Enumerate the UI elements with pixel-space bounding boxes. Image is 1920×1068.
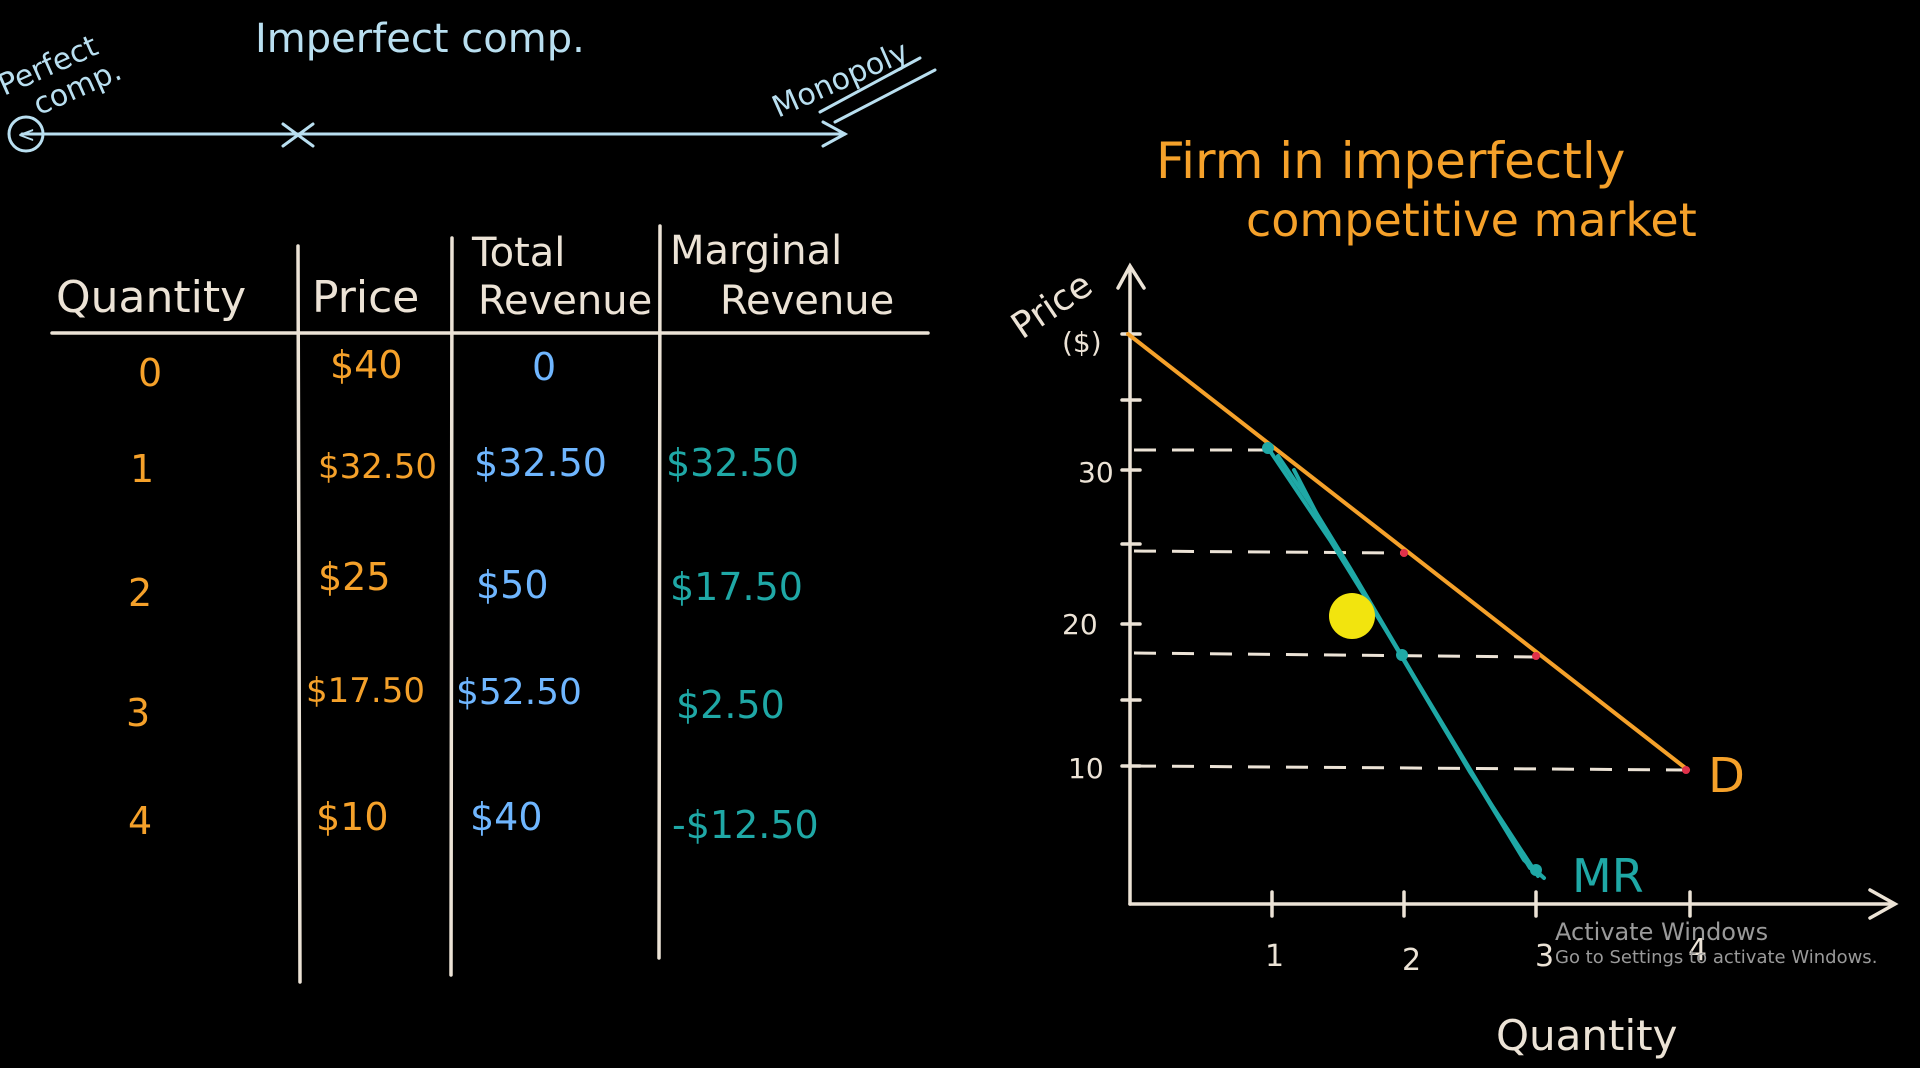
header-quantity: Quantity — [56, 272, 246, 323]
revenue-table-grid — [50, 224, 930, 984]
cell-price: $40 — [330, 343, 403, 387]
cell-quantity: 0 — [138, 351, 162, 395]
cell-marginal-revenue: $32.50 — [666, 441, 799, 485]
cell-marginal-revenue: -$12.50 — [672, 803, 819, 847]
spectrum-arrowhead — [821, 120, 849, 148]
table-row: 3 $17.50 $52.50 $2.50 — [126, 671, 785, 735]
cell-total-revenue: $40 — [470, 795, 543, 839]
mr-points — [1262, 442, 1542, 876]
demand-point-3 — [1532, 652, 1540, 660]
header-marginal-revenue-line1: Marginal — [670, 228, 842, 274]
cell-quantity: 1 — [130, 447, 154, 491]
x-tick-label-3: 3 — [1535, 939, 1554, 974]
spectrum-left-circle — [7, 115, 45, 153]
cell-quantity: 2 — [128, 571, 152, 615]
table-divider-quantity-price — [296, 244, 302, 984]
cell-marginal-revenue: $17.50 — [670, 565, 803, 609]
demand-curve — [1126, 332, 1690, 772]
cell-price: $32.50 — [318, 447, 437, 487]
header-total-revenue-line1: Total — [471, 230, 565, 276]
mr-point-1 — [1262, 442, 1274, 454]
cell-price: $10 — [316, 795, 389, 839]
guide-price-25 — [1133, 549, 1405, 555]
header-price: Price — [312, 272, 419, 323]
table-divider-price-tr — [449, 236, 454, 977]
y-tick-label-30: 30 — [1078, 456, 1114, 489]
demand-point-4 — [1682, 766, 1690, 774]
graph-title-line2: competitive market — [1246, 193, 1697, 247]
table-row: 2 $25 $50 $17.50 — [128, 555, 803, 615]
cell-price: $25 — [318, 555, 391, 599]
guide-price-10 — [1133, 764, 1687, 772]
mr-line-overstroke — [1292, 468, 1546, 880]
table-row: 1 $32.50 $32.50 $32.50 — [130, 441, 799, 491]
y-tick-label-10: 10 — [1068, 752, 1104, 785]
table-divider-tr-mr — [657, 224, 662, 960]
cell-total-revenue: 0 — [532, 345, 556, 389]
header-marginal-revenue-line2: Revenue — [720, 278, 894, 324]
monopoly-label: Monopoly — [767, 34, 914, 125]
table-row: 4 $10 $40 -$12.50 — [128, 795, 819, 847]
x-axis-label: Quantity — [1496, 1011, 1678, 1060]
cell-total-revenue: $52.50 — [456, 672, 582, 713]
marginal-revenue-curve — [1266, 446, 1546, 880]
x-axis-arrowhead — [1868, 888, 1899, 920]
cell-quantity: 3 — [126, 691, 150, 735]
imperfect-comp-label: Imperfect comp. — [255, 16, 585, 62]
pen-cursor-highlight — [1329, 593, 1375, 639]
demand-points — [1400, 549, 1690, 774]
x-tick-label-4: 4 — [1688, 933, 1707, 968]
table-row: 0 $40 0 — [138, 343, 556, 395]
x-tick-label-1: 1 — [1265, 939, 1284, 974]
dashed-guides — [1133, 448, 1687, 772]
mr-label: MR — [1572, 849, 1644, 903]
monopoly-underline — [818, 56, 922, 114]
y-axis-arrowhead — [1116, 262, 1146, 290]
guide-price-17 — [1133, 651, 1537, 659]
demand-point-2 — [1400, 549, 1408, 557]
competition-spectrum — [7, 56, 937, 153]
header-total-revenue-line2: Revenue — [478, 278, 652, 324]
graph-axes — [1116, 262, 1899, 920]
cell-marginal-revenue: $2.50 — [676, 683, 785, 727]
y-axis-label-line2: ($) — [1062, 326, 1102, 359]
spectrum-left-marker: < — [17, 123, 35, 148]
mr-point-2 — [1396, 649, 1408, 661]
cell-total-revenue: $32.50 — [474, 441, 607, 485]
mr-point-3 — [1530, 864, 1542, 876]
x-tick-label-2: 2 — [1402, 943, 1421, 978]
cell-quantity: 4 — [128, 799, 152, 843]
demand-label: D — [1708, 748, 1745, 804]
graph-title-line1: Firm in imperfectly — [1156, 132, 1625, 190]
y-tick-label-20: 20 — [1062, 608, 1098, 641]
cell-price: $17.50 — [306, 671, 425, 711]
cell-total-revenue: $50 — [476, 563, 549, 607]
